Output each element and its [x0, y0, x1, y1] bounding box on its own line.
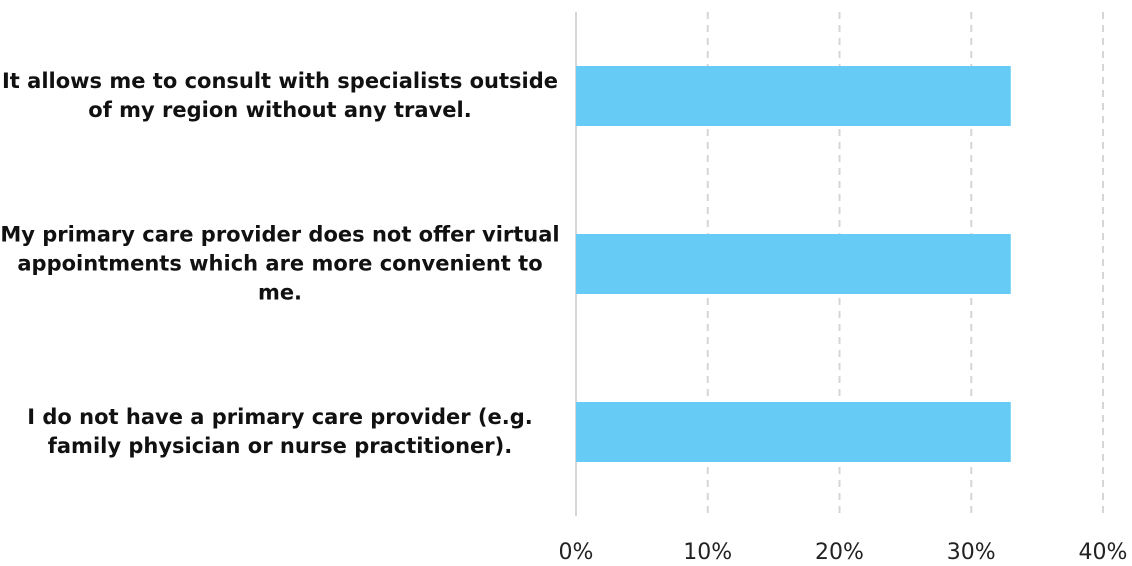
x-tick-label: 0% — [559, 540, 594, 565]
x-tick-label: 40% — [1079, 540, 1128, 565]
category-label: My primary care provider does not offer … — [0, 222, 560, 305]
x-tick-label: 10% — [683, 540, 732, 565]
x-tick-label: 30% — [947, 540, 996, 565]
x-tick-label: 20% — [815, 540, 864, 565]
bar — [576, 66, 1011, 126]
category-label: I do not have a primary care provider (e… — [27, 405, 533, 458]
bar — [576, 234, 1011, 294]
bar — [576, 402, 1011, 462]
category-label: It allows me to consult with specialists… — [1, 69, 559, 122]
